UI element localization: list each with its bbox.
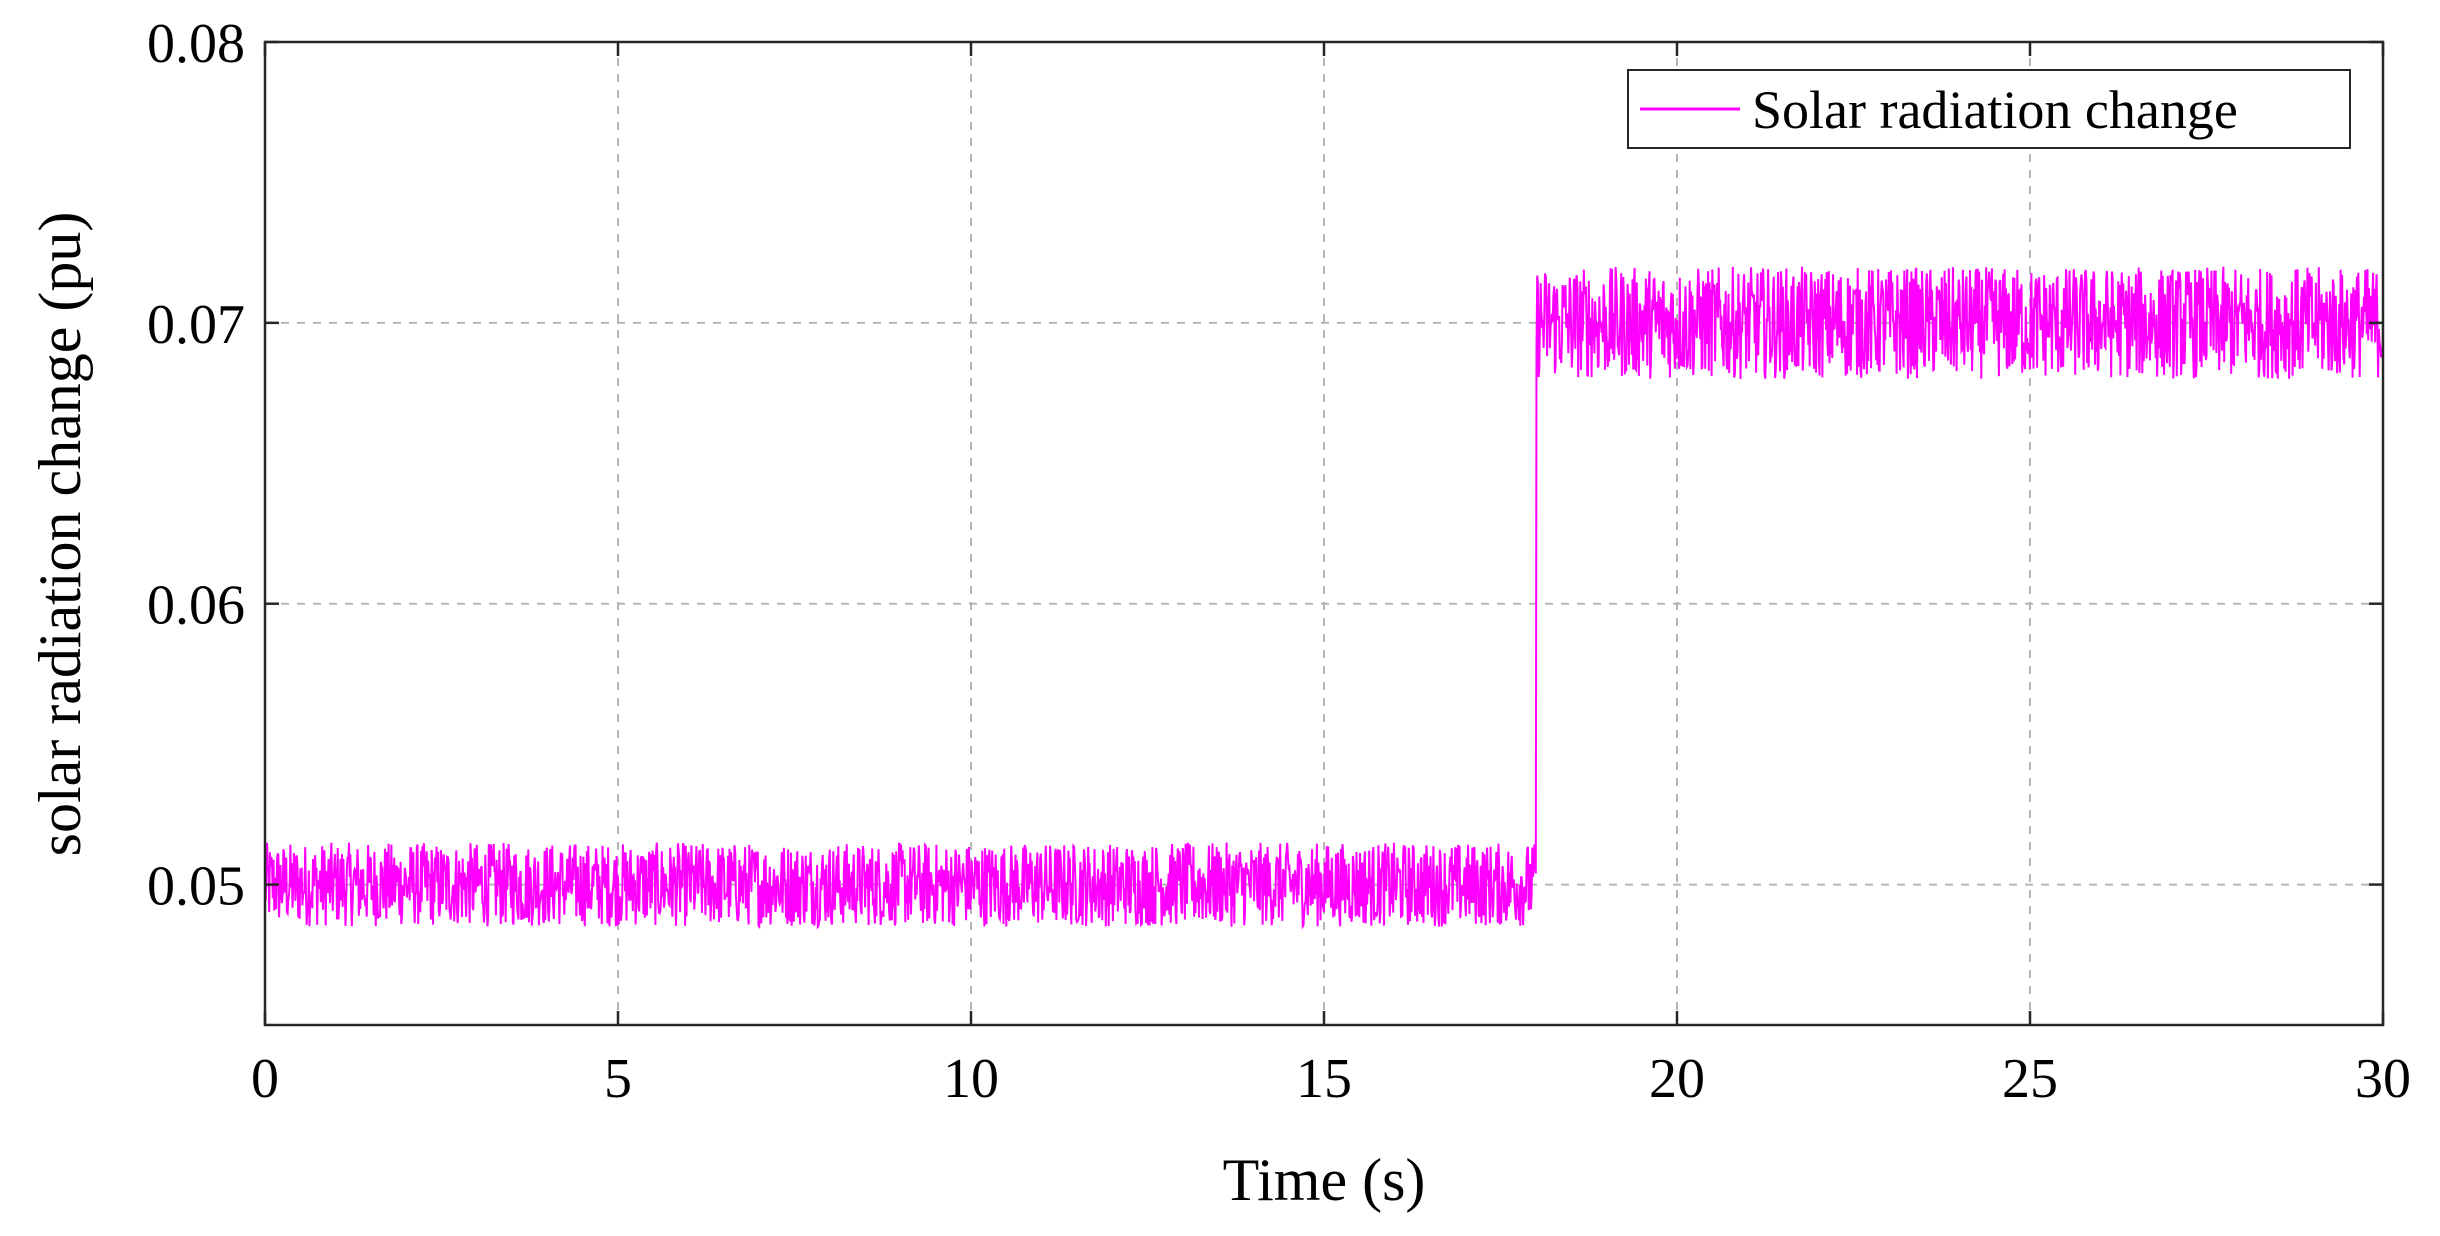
x-axis-label: Time (s)	[1223, 1147, 1426, 1213]
x-tick-label: 10	[943, 1048, 999, 1110]
legend: Solar radiation change	[1627, 69, 2351, 149]
series-line-solar-radiation-change	[264, 266, 2384, 930]
x-tick-label: 25	[2002, 1048, 2058, 1110]
y-tick-label: 0.08	[147, 13, 245, 75]
y-tick-labels: 0.05 0.06 0.07 0.08	[147, 13, 245, 918]
legend-box	[1627, 69, 2351, 149]
y-axis-label: solar radiation change (pu)	[27, 212, 93, 857]
axis-ticks	[263, 40, 2385, 1025]
x-tick-label: 0	[251, 1048, 279, 1110]
legend-label: Solar radiation change	[1752, 80, 2238, 140]
series-layer	[264, 266, 2384, 930]
x-tick-label: 5	[604, 1048, 632, 1110]
x-tick-label: 20	[1649, 1048, 1705, 1110]
y-tick-label: 0.05	[147, 856, 245, 918]
y-tick-label: 0.07	[147, 294, 245, 356]
x-tick-label: 15	[1296, 1048, 1352, 1110]
y-tick-label: 0.06	[147, 575, 245, 637]
x-tick-label: 30	[2355, 1048, 2411, 1110]
x-tick-labels: 0 5 10 15 20 25 30	[251, 1048, 2411, 1110]
